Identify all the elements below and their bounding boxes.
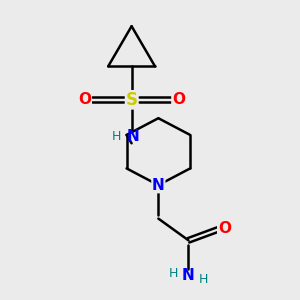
Text: O: O xyxy=(78,92,91,107)
Text: H: H xyxy=(112,130,121,143)
Text: N: N xyxy=(127,129,140,144)
Text: O: O xyxy=(172,92,185,107)
Text: N: N xyxy=(182,268,195,283)
Text: N: N xyxy=(152,178,165,193)
Text: O: O xyxy=(218,221,231,236)
Text: S: S xyxy=(126,91,138,109)
Text: H: H xyxy=(169,267,178,280)
Text: H: H xyxy=(199,273,208,286)
